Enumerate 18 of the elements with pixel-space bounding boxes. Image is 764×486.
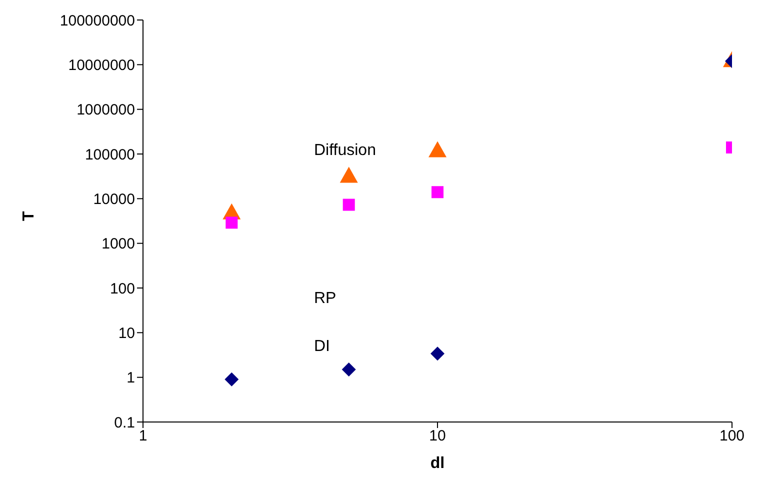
y-tick-label: 1 [126,370,135,387]
x-tick-label: 10 [429,428,446,445]
annotation: RP [314,290,336,308]
y-tick-label: 100 [110,280,135,298]
annotation: DI [314,338,330,356]
y-tick-label: 1000 [102,236,135,253]
x-axis-title: dl [430,455,445,472]
y-tick-label: 1000000 [76,102,135,119]
y-axis-title: T [20,211,38,221]
y-tick-label: 10000000 [68,56,135,74]
y-tick-label: 100000000 [60,12,135,30]
x-tick-label: 100 [719,428,745,445]
y-tick-label: 10000 [93,190,135,208]
y-tick-label: 0.1 [114,414,135,432]
annotation: Diffusion [314,142,376,160]
y-tick-label: 10 [118,324,135,342]
y-tick-label: 100000 [84,146,135,164]
x-tick-label: 1 [138,428,148,445]
